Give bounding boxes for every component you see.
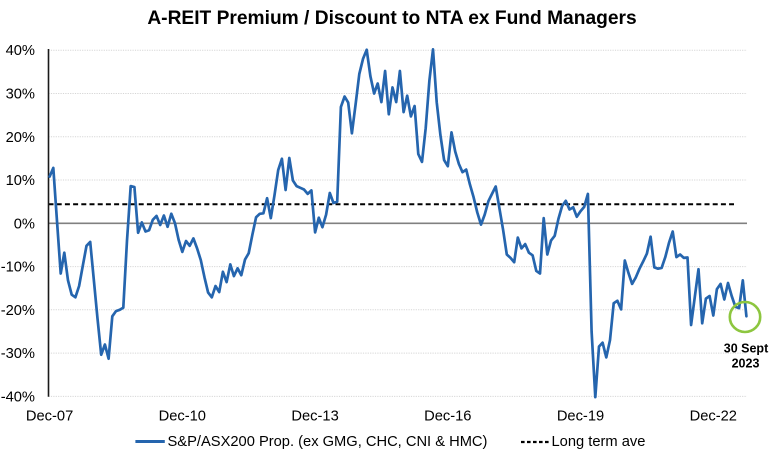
svg-text:-40%: -40%: [1, 389, 35, 405]
svg-text:Long term ave: Long term ave: [552, 434, 646, 450]
svg-text:20%: 20%: [6, 130, 35, 146]
svg-text:2023: 2023: [732, 357, 760, 371]
svg-text:40%: 40%: [6, 43, 35, 59]
svg-text:-10%: -10%: [1, 260, 35, 276]
svg-text:30%: 30%: [6, 87, 35, 103]
svg-text:Dec-16: Dec-16: [424, 409, 471, 425]
svg-text:30 Sept: 30 Sept: [724, 342, 769, 356]
svg-text:Dec-19: Dec-19: [557, 409, 604, 425]
svg-text:Dec-22: Dec-22: [690, 409, 737, 425]
svg-text:A-REIT Premium / Discount to N: A-REIT Premium / Discount to NTA ex Fund…: [147, 8, 636, 29]
svg-text:Dec-10: Dec-10: [159, 409, 206, 425]
svg-text:-30%: -30%: [1, 346, 35, 362]
svg-text:Dec-07: Dec-07: [26, 409, 73, 425]
svg-text:Dec-13: Dec-13: [291, 409, 338, 425]
svg-text:10%: 10%: [6, 173, 35, 189]
svg-text:-20%: -20%: [1, 303, 35, 319]
svg-text:S&P/ASX200 Prop. (ex GMG, CHC,: S&P/ASX200 Prop. (ex GMG, CHC, CNI & HMC…: [168, 434, 488, 450]
svg-text:0%: 0%: [14, 216, 35, 232]
